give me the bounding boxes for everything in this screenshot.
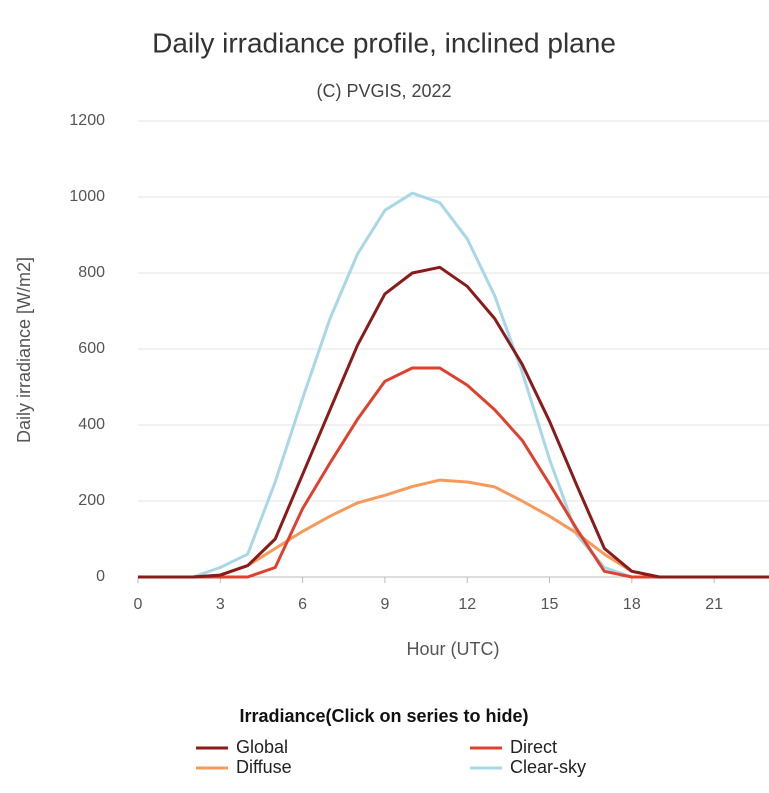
- y-tick-label: 400: [78, 416, 105, 433]
- y-axis-label: Daily irradiance [W/m2]: [14, 257, 34, 443]
- x-tick-label: 6: [298, 596, 307, 613]
- legend-label: Clear-sky: [510, 757, 586, 777]
- legend-item[interactable]: Direct: [470, 737, 557, 757]
- x-tick-label: 18: [623, 596, 641, 613]
- legend-title: Irradiance(Click on series to hide): [239, 706, 528, 726]
- series-line: [138, 265, 769, 579]
- x-tick-label: 3: [216, 596, 225, 613]
- legend-item[interactable]: Clear-sky: [470, 757, 586, 777]
- y-tick-label: 200: [78, 492, 105, 509]
- x-tick-label: 0: [134, 596, 143, 613]
- x-tick-label: 9: [380, 596, 389, 613]
- legend-label: Global: [236, 737, 288, 757]
- series-line: [138, 366, 769, 579]
- legend-label: Diffuse: [236, 757, 292, 777]
- y-tick-label: 800: [78, 264, 105, 281]
- x-tick-label: 12: [458, 596, 476, 613]
- series-line: [138, 191, 769, 579]
- y-tick-label: 600: [78, 340, 105, 357]
- y-tick-label: 1000: [69, 188, 105, 205]
- x-tick-label: 15: [541, 596, 559, 613]
- legend-label: Direct: [510, 737, 557, 757]
- legend-item[interactable]: Global: [196, 737, 288, 757]
- y-tick-label: 0: [96, 568, 105, 585]
- chart-title: Daily irradiance profile, inclined plane: [152, 27, 616, 58]
- x-tick-label: 21: [705, 596, 723, 613]
- x-axis-label: Hour (UTC): [407, 639, 500, 659]
- y-tick-label: 1200: [69, 112, 105, 129]
- chart-subtitle: (C) PVGIS, 2022: [316, 81, 451, 101]
- legend-item[interactable]: Diffuse: [196, 757, 292, 777]
